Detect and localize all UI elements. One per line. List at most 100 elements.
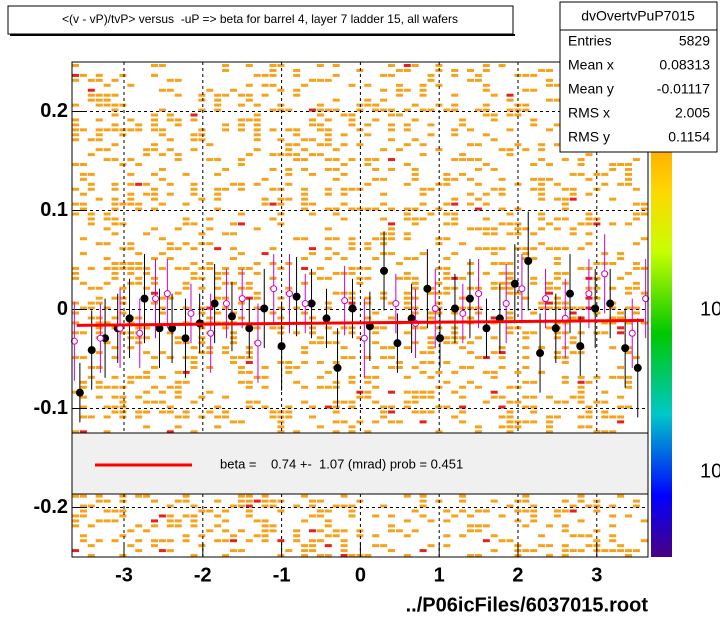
heatmap-cell — [538, 370, 546, 374]
heatmap-cell — [79, 73, 87, 77]
heatmap-cell — [625, 385, 632, 389]
heatmap-cell — [395, 113, 403, 117]
heatmap-cell — [419, 549, 427, 553]
heatmap-cell — [498, 207, 506, 211]
heatmap-cell — [158, 177, 166, 181]
point — [475, 290, 483, 298]
heatmap-cell — [135, 316, 143, 320]
heatmap-cell — [609, 539, 617, 543]
heatmap-cell — [553, 296, 561, 300]
point — [576, 342, 585, 351]
heatmap-cell — [135, 202, 143, 206]
heatmap-cell — [127, 321, 135, 325]
heatmap-cell — [380, 108, 388, 112]
heatmap-cell — [403, 232, 411, 236]
heatmap-cell — [103, 321, 111, 325]
heatmap-cell — [340, 356, 348, 360]
heatmap-cell — [546, 326, 553, 330]
heatmap-cell — [119, 331, 127, 335]
heatmap-cell — [166, 539, 174, 543]
heatmap-cell — [522, 296, 530, 300]
heatmap-cell — [316, 128, 324, 132]
heatmap-cell — [419, 420, 427, 424]
heatmap-cell — [230, 232, 237, 236]
heatmap-cell — [348, 207, 356, 211]
heatmap-cell — [546, 395, 553, 399]
heatmap-cell — [261, 504, 269, 508]
heatmap-cell — [222, 281, 230, 285]
heatmap-cell — [151, 197, 158, 201]
heatmap-cell — [301, 281, 309, 285]
heatmap-cell — [609, 375, 617, 379]
heatmap-cell — [111, 375, 119, 379]
heatmap-cell — [553, 247, 561, 251]
heatmap-cell — [388, 207, 395, 211]
heatmap-cell — [174, 123, 182, 127]
heatmap-cell — [316, 341, 324, 345]
heatmap-cell — [277, 410, 285, 414]
heatmap-cell — [340, 113, 348, 117]
heatmap-cell — [498, 192, 506, 196]
heatmap-cell — [174, 247, 182, 251]
heatmap-cell — [617, 257, 625, 261]
heatmap-cell — [79, 430, 87, 434]
heatmap-cell — [119, 509, 127, 513]
heatmap-cell — [79, 539, 87, 543]
heatmap-cell — [166, 504, 174, 508]
heatmap-cell — [388, 73, 395, 77]
heatmap-cell — [340, 529, 348, 533]
heatmap-cell — [522, 227, 530, 231]
heatmap-cell — [301, 361, 309, 364]
heatmap-cell — [585, 242, 593, 246]
heatmap-cell — [482, 163, 490, 166]
heatmap-cell — [230, 549, 237, 553]
heatmap-cell — [530, 88, 538, 92]
heatmap-cell — [174, 425, 182, 429]
heatmap-cell — [530, 276, 538, 280]
heatmap-cell — [585, 504, 593, 508]
heatmap-cell — [561, 247, 569, 251]
heatmap-cell — [309, 212, 316, 216]
heatmap-cell — [198, 415, 206, 419]
heatmap-cell — [435, 281, 443, 285]
heatmap-cell — [245, 118, 253, 122]
heatmap-cell — [625, 167, 632, 171]
heatmap-cell — [388, 514, 395, 518]
heatmap-cell — [198, 351, 206, 355]
heatmap-cell — [269, 128, 277, 132]
heatmap-cell — [135, 266, 143, 270]
heatmap-cell — [553, 227, 561, 231]
heatmap-cell — [459, 365, 467, 369]
heatmap-cell — [143, 182, 151, 186]
point — [621, 344, 630, 353]
stats-value: 5829 — [679, 33, 710, 49]
heatmap-cell — [285, 405, 293, 409]
heatmap-cell — [625, 554, 632, 558]
heatmap-cell — [79, 177, 87, 181]
heatmap-cell — [640, 266, 648, 270]
heatmap-cell — [419, 93, 427, 97]
heatmap-cell — [380, 98, 388, 102]
heatmap-cell — [119, 262, 127, 265]
heatmap-cell — [293, 88, 301, 92]
heatmap-cell — [151, 113, 158, 117]
heatmap-cell — [269, 311, 277, 315]
heatmap-cell — [625, 321, 632, 325]
heatmap-cell — [111, 262, 119, 265]
heatmap-cell — [609, 430, 617, 434]
heatmap-cell — [490, 499, 498, 503]
heatmap-cell — [293, 143, 301, 147]
heatmap-cell — [530, 187, 538, 191]
heatmap-cell — [474, 529, 482, 533]
heatmap-cell — [506, 410, 514, 414]
heatmap-cell — [356, 207, 364, 211]
heatmap-cell — [577, 415, 585, 419]
heatmap-cell — [230, 257, 237, 261]
heatmap-cell — [443, 257, 451, 261]
point — [333, 363, 342, 372]
heatmap-cell — [253, 326, 261, 330]
heatmap-cell — [174, 519, 182, 523]
heatmap-cell — [506, 504, 514, 508]
heatmap-cell — [111, 356, 119, 360]
